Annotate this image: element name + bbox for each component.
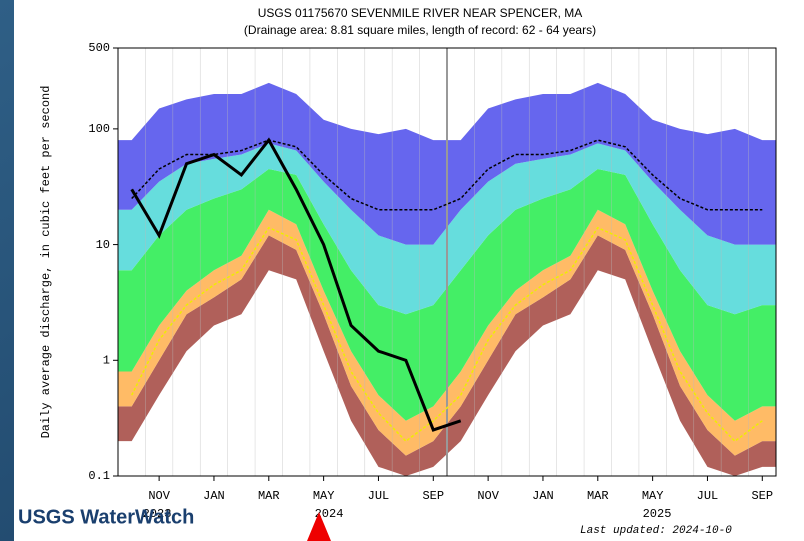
x-tick-label: SEP [422, 489, 444, 503]
x-tick-label: SEP [751, 489, 773, 503]
y-tick-label: 1 [103, 353, 110, 367]
plot-frame [117, 47, 777, 477]
y-axis-label: Daily average discharge, in cubic feet p… [39, 86, 53, 439]
y-tick-label: 100 [88, 122, 110, 136]
x-tick-label: MAR [258, 489, 280, 503]
chart-subtitle: (Drainage area: 8.81 square miles, lengt… [244, 23, 596, 37]
y-tick-label: 10 [96, 238, 110, 252]
year-label: 2025 [643, 507, 672, 521]
x-tick-label: NOV [477, 489, 499, 503]
logo: USGS WaterWatch [18, 506, 194, 528]
x-tick-label: JAN [203, 489, 225, 503]
x-tick-label: JAN [532, 489, 554, 503]
y-tick-label: 0.1 [88, 469, 110, 483]
marker-triangle [307, 512, 331, 541]
chart-title: USGS 01175670 SEVENMILE RIVER NEAR SPENC… [258, 6, 583, 20]
x-tick-label: JUL [697, 489, 719, 503]
statistic-line [131, 226, 763, 443]
year-label: 2023 [143, 507, 172, 521]
observed-line [130, 137, 462, 432]
x-tick-label: MAY [642, 489, 664, 503]
x-tick-label: NOV [148, 489, 170, 503]
year-label: 2024 [315, 507, 344, 521]
x-tick-label: MAY [313, 489, 335, 503]
x-tick-label: JUL [368, 489, 390, 503]
last-updated: Last updated: 2024-10-0 [580, 525, 732, 537]
y-tick-label: 500 [88, 41, 110, 55]
statistic-line [131, 139, 763, 211]
x-tick-label: MAR [587, 489, 609, 503]
